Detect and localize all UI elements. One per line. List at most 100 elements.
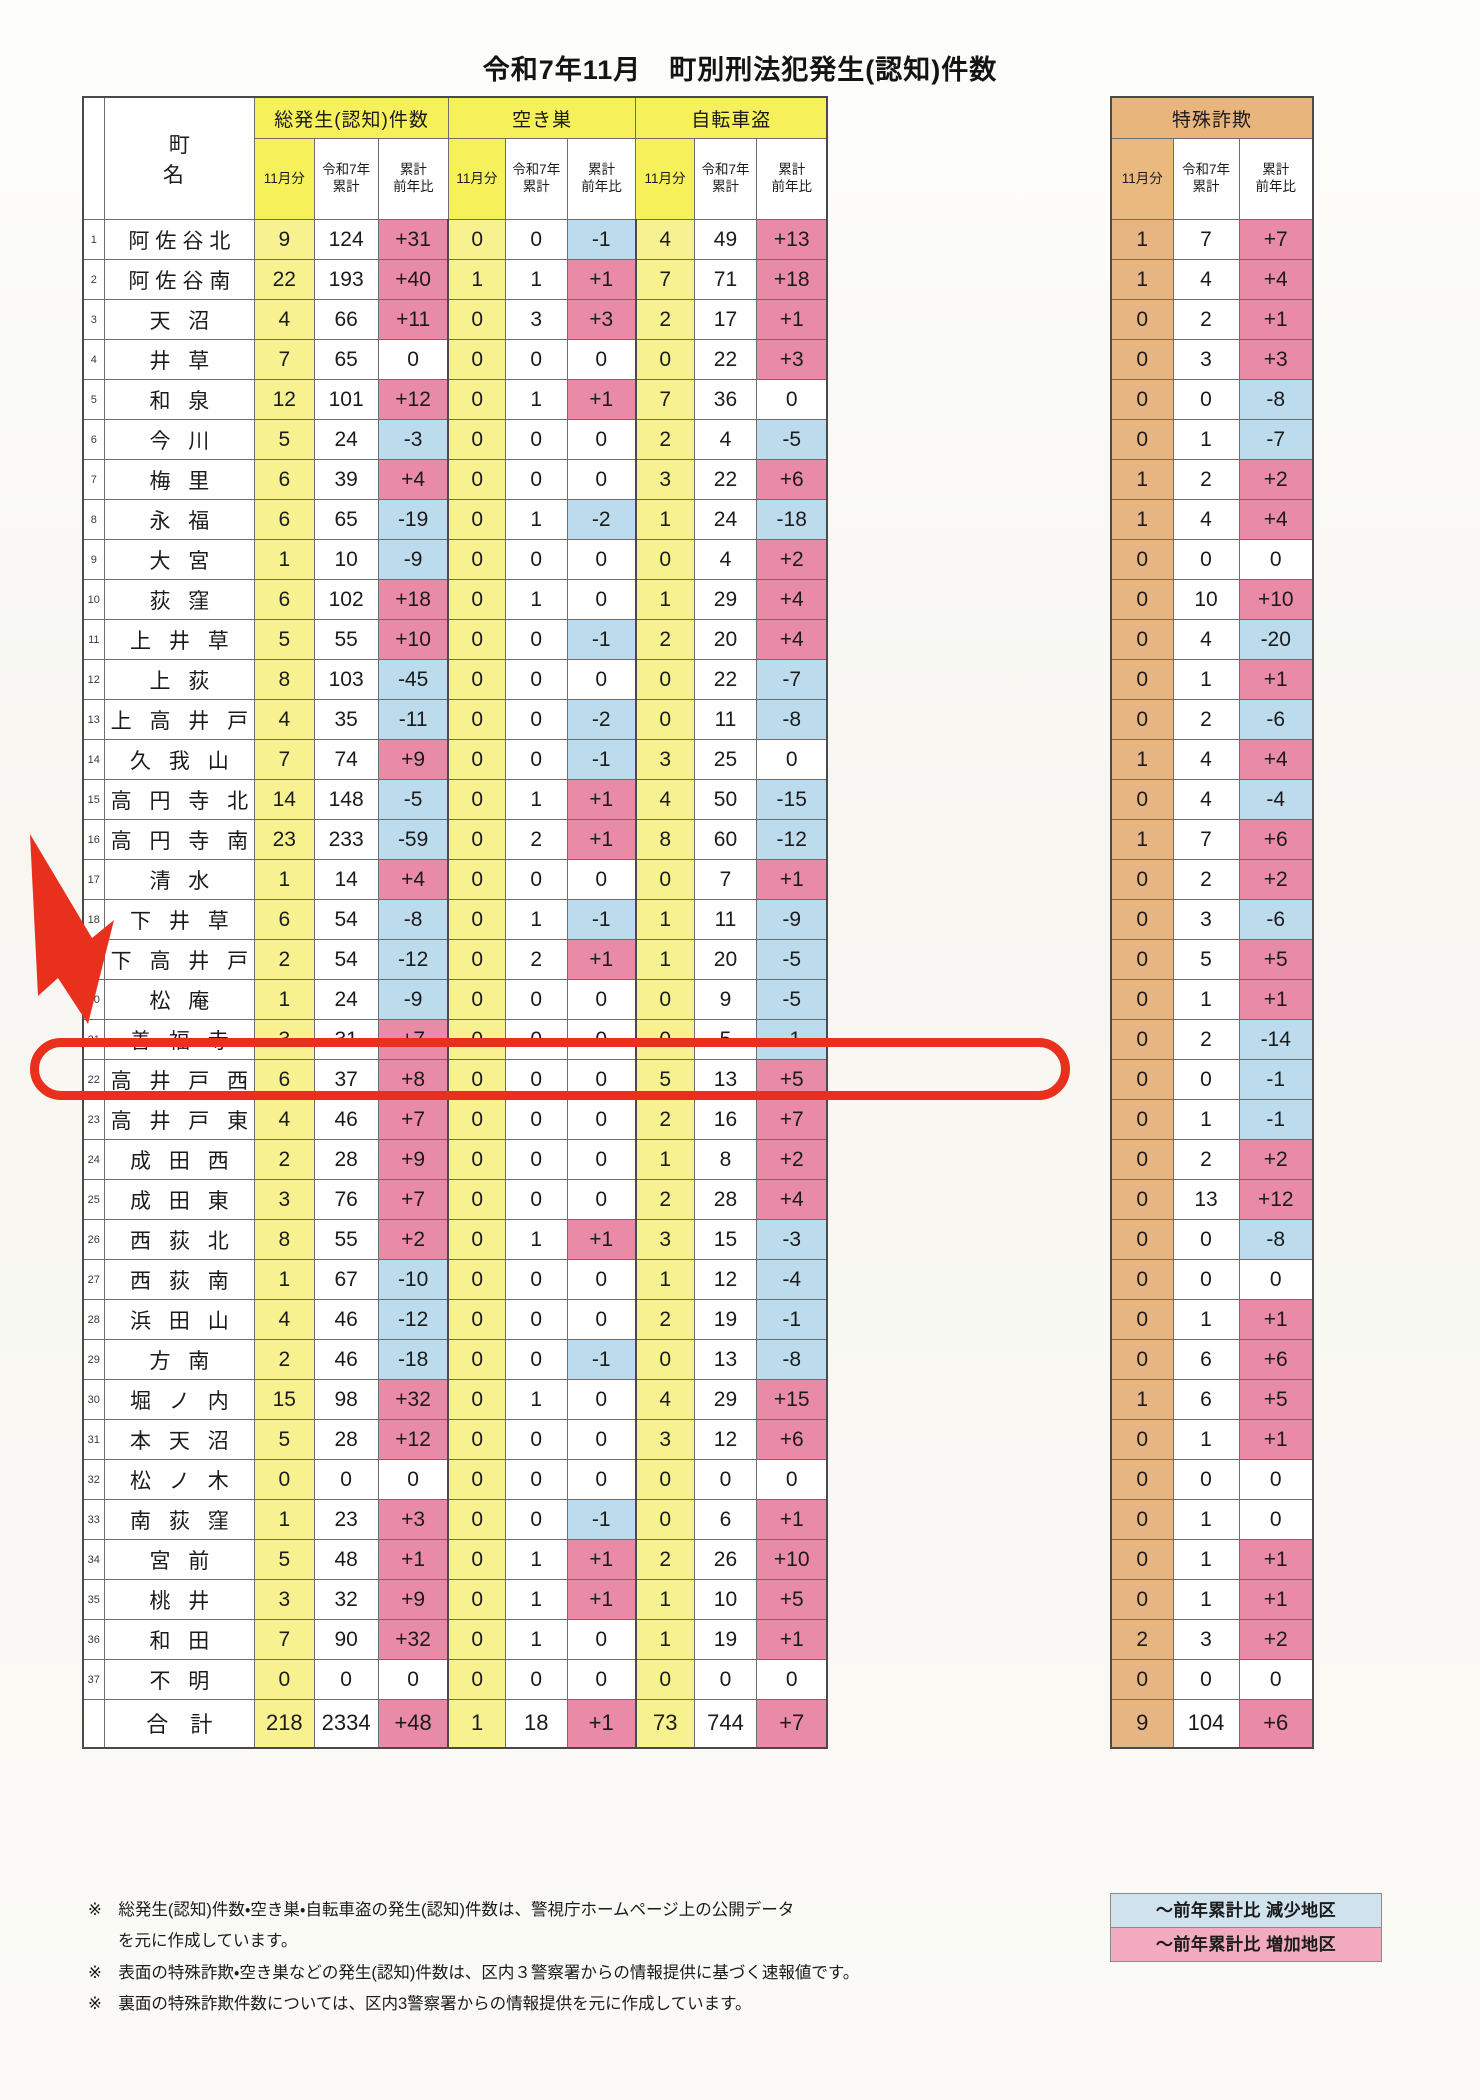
- akisu-ytd-cell: 3: [504, 299, 568, 340]
- table-row: 16 高 円 寺 南 23 233 -59 0 2 +1 8 60 -12: [82, 819, 828, 860]
- town-name-header: 町 名: [103, 96, 289, 220]
- total-month-cell: 5: [254, 619, 315, 660]
- bicycle-month-cell: 0: [634, 699, 695, 740]
- row-index: 8: [82, 499, 105, 540]
- bicycle-yoy-cell: -5: [756, 419, 828, 460]
- fraud-ytd-cell: 4: [1172, 779, 1240, 820]
- row-index: 4: [82, 339, 105, 380]
- bicycle-ytd-cell: 25: [693, 739, 758, 780]
- subheader-yoy-line1: 累計: [399, 162, 427, 178]
- subheader-yoy-line2: 前年比: [1255, 179, 1297, 194]
- table-row: 22 高 井 戸 西 6 37 +8 0 0 0 5 13 +5: [82, 1059, 828, 1100]
- town-name-cell: 和 泉: [103, 379, 256, 420]
- total-month-cell: 3: [254, 1019, 315, 1060]
- total-ytd-cell: 233: [313, 819, 379, 860]
- subheader-akisu-ytd: 令和7年 累計: [504, 138, 568, 220]
- total-month-cell: 9: [254, 219, 315, 260]
- total-month-cell: 1: [254, 1259, 315, 1300]
- bicycle-month-cell: 2: [634, 619, 695, 660]
- row-index: 24: [82, 1139, 105, 1180]
- fraud-ytd-cell: 1: [1172, 1499, 1240, 1540]
- bicycle-month-cell: 2: [634, 299, 695, 340]
- fraud-month-cell: 0: [1110, 1179, 1174, 1220]
- bicycle-month-cell: 7: [634, 259, 695, 300]
- fraud-row: 0 1 +1: [1110, 1419, 1314, 1460]
- akisu-month-cell: 0: [447, 219, 506, 260]
- town-name-cell: 和 田: [103, 1619, 256, 1660]
- town-name-cell: 善 福 寺: [103, 1019, 256, 1060]
- total-yoy-cell: +1: [377, 1539, 449, 1580]
- akisu-yoy-cell: -1: [566, 1339, 637, 1380]
- fraud-month-cell: 1: [1110, 499, 1174, 540]
- akisu-ytd-cell: 1: [504, 499, 568, 540]
- table-header: 町 名 総発生(認知)件数 空き巣 自転車盗 11月分 令和7年 累計 累計 前年比…: [82, 96, 828, 220]
- akisu-yoy-cell: 0: [566, 579, 637, 620]
- total-yoy-cell: 0: [377, 1659, 449, 1700]
- bicycle-ytd-cell: 11: [693, 699, 758, 740]
- total-yoy-cell: -45: [377, 659, 449, 700]
- fraud-month-cell: 0: [1110, 339, 1174, 380]
- fraud-month-cell: 0: [1110, 1299, 1174, 1340]
- fraud-month-cell: 0: [1110, 379, 1174, 420]
- akisu-yoy-cell: 0: [566, 1619, 637, 1660]
- fraud-row: 0 1 +1: [1110, 979, 1314, 1020]
- bicycle-month-cell: 0: [634, 1019, 695, 1060]
- table-row: 10 荻 窪 6 102 +18 0 1 0 1 29 +4: [82, 579, 828, 620]
- subheader-total-month: 11月分: [254, 138, 315, 220]
- fraud-row: 2 3 +2: [1110, 1619, 1314, 1660]
- table-row: 12 上 荻 8 103 -45 0 0 0 0 22 -7: [82, 659, 828, 700]
- fraud-month-cell: 1: [1110, 739, 1174, 780]
- bicycle-yoy-cell: +3: [756, 339, 828, 380]
- bicycle-ytd-cell: 17: [693, 299, 758, 340]
- bicycle-ytd-cell: 0: [693, 1659, 758, 1700]
- bicycle-yoy-cell: +4: [756, 579, 828, 620]
- fraud-total-row: 9 104 +6: [1110, 1699, 1314, 1748]
- row-index: 16: [82, 819, 105, 860]
- akisu-month-cell: 0: [447, 1139, 506, 1180]
- total-ytd-cell: 28: [313, 1139, 379, 1180]
- row-index: 1: [82, 219, 105, 260]
- total-ytd-cell: 67: [313, 1259, 379, 1300]
- total-ytd-cell: 65: [313, 499, 379, 540]
- bicycle-yoy-cell: +6: [756, 459, 828, 500]
- bicycle-month-cell: 2: [634, 1539, 695, 1580]
- total-yoy-cell: -9: [377, 979, 449, 1020]
- total-ytd-cell: 24: [313, 979, 379, 1020]
- town-name-cell: 上 井 草: [103, 619, 256, 660]
- subheader-ytd-line2: 累計: [711, 179, 739, 194]
- total-ytd-cell: 148: [313, 779, 379, 820]
- fraud-month-cell: 0: [1110, 1339, 1174, 1380]
- row-index: 7: [82, 459, 105, 500]
- fraud-ytd-cell: 3: [1172, 1619, 1240, 1660]
- fraud-ytd-cell: 1: [1172, 1539, 1240, 1580]
- fraud-yoy-cell: 0: [1238, 1459, 1314, 1500]
- total-yoy-cell: -19: [377, 499, 449, 540]
- fraud-yoy-cell: -8: [1238, 379, 1314, 420]
- fraud-yoy-cell: 0: [1238, 1659, 1314, 1700]
- bicycle-month-cell: 2: [634, 1179, 695, 1220]
- fraud-month-cell: 0: [1110, 1259, 1174, 1300]
- fraud-row: 0 6 +6: [1110, 1339, 1314, 1380]
- bicycle-ytd-cell: 6: [693, 1499, 758, 1540]
- fraud-ytd-cell: 1: [1172, 979, 1240, 1020]
- row-index: 37: [82, 1659, 105, 1700]
- total-month-cell: 3: [254, 1579, 315, 1620]
- akisu-month-cell: 0: [447, 459, 506, 500]
- table-row: 19 下 高 井 戸 2 54 -12 0 2 +1 1 20 -5: [82, 939, 828, 980]
- total-month-cell: 5: [254, 1419, 315, 1460]
- town-name-cell: 不 明: [103, 1659, 256, 1700]
- table-row: 13 上 高 井 戸 4 35 -11 0 0 -2 0 11 -8: [82, 699, 828, 740]
- bicycle-ytd-cell: 29: [693, 1379, 758, 1420]
- total-yoy-cell: +7: [377, 1099, 449, 1140]
- total-ytd-cell: 46: [313, 1339, 379, 1380]
- fraud-yoy-cell: +4: [1238, 259, 1314, 300]
- town-name-cell: 桃 井: [103, 1579, 256, 1620]
- table-row: 36 和 田 7 90 +32 0 1 0 1 19 +1: [82, 1619, 828, 1660]
- total-month-cell: 218: [254, 1699, 315, 1748]
- akisu-month-cell: 0: [447, 1459, 506, 1500]
- akisu-ytd-cell: 0: [504, 459, 568, 500]
- fraud-ytd-cell: 6: [1172, 1379, 1240, 1420]
- akisu-month-cell: 0: [447, 419, 506, 460]
